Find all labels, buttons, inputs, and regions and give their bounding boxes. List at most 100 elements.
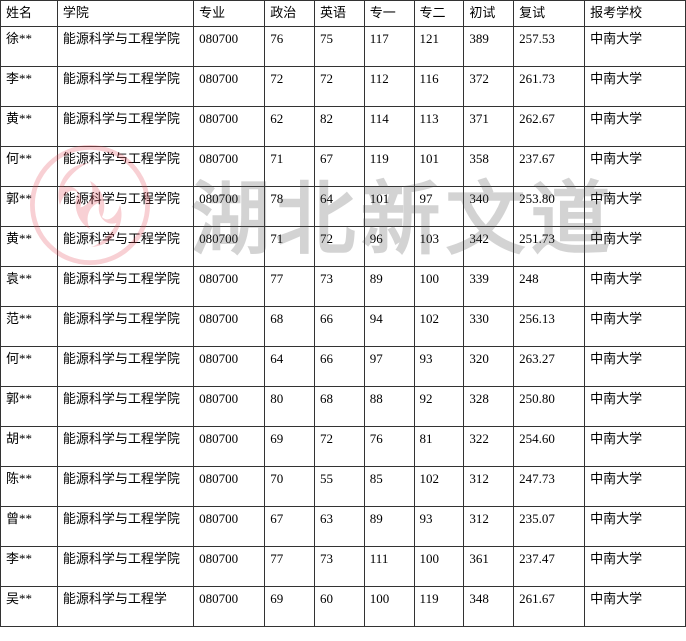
table-cell: 中南大学 [585,506,686,546]
table-cell: 68 [265,306,315,346]
table-cell: 76 [265,26,315,66]
table-cell: 78 [265,186,315,226]
table-cell: 261.67 [514,586,585,626]
header-cell: 专二 [414,1,464,27]
table-cell: 能源科学与工程学院 [57,386,193,426]
table-cell: 103 [414,226,464,266]
table-row: 曾**能源科学与工程学院08070067638993312235.07中南大学 [1,506,686,546]
table-cell: 348 [464,586,514,626]
table-cell: 320 [464,346,514,386]
table-cell: 徐** [1,26,58,66]
table-cell: 080700 [194,546,265,586]
table-cell: 340 [464,186,514,226]
table-cell: 89 [364,266,414,306]
table-cell: 361 [464,546,514,586]
table-cell: 116 [414,66,464,106]
table-cell: 248 [514,266,585,306]
table-cell: 66 [315,346,365,386]
table-cell: 中南大学 [585,586,686,626]
table-cell: 75 [315,26,365,66]
table-cell: 92 [414,386,464,426]
table-cell: 322 [464,426,514,466]
table-cell: 能源科学与工程学院 [57,66,193,106]
table-cell: 袁** [1,266,58,306]
table-cell: 85 [364,466,414,506]
table-cell: 080700 [194,386,265,426]
table-cell: 中南大学 [585,306,686,346]
table-cell: 曾** [1,506,58,546]
table-cell: 中南大学 [585,106,686,146]
table-row: 李**能源科学与工程学院0807007272112116372261.73中南大… [1,66,686,106]
table-cell: 中南大学 [585,466,686,506]
table-cell: 72 [315,426,365,466]
table-cell: 121 [414,26,464,66]
table-cell: 64 [315,186,365,226]
table-cell: 372 [464,66,514,106]
table-cell: 55 [315,466,365,506]
table-cell: 254.60 [514,426,585,466]
header-cell: 专业 [194,1,265,27]
table-cell: 黄** [1,226,58,266]
table-cell: 李** [1,546,58,586]
table-row: 袁**能源科学与工程学院080700777389100339248中南大学 [1,266,686,306]
table-cell: 080700 [194,146,265,186]
table-cell: 96 [364,226,414,266]
table-cell: 69 [265,426,315,466]
table-cell: 能源科学与工程学院 [57,26,193,66]
table-cell: 中南大学 [585,186,686,226]
table-cell: 中南大学 [585,426,686,466]
table-cell: 080700 [194,26,265,66]
table-cell: 中南大学 [585,546,686,586]
table-cell: 080700 [194,66,265,106]
table-cell: 70 [265,466,315,506]
table-cell: 93 [414,506,464,546]
table-cell: 237.67 [514,146,585,186]
table-cell: 97 [414,186,464,226]
table-cell: 080700 [194,226,265,266]
table-cell: 中南大学 [585,346,686,386]
table-cell: 263.27 [514,346,585,386]
table-cell: 080700 [194,306,265,346]
table-cell: 71 [265,226,315,266]
table-cell: 100 [414,546,464,586]
header-row: 姓名 学院 专业 政治 英语 专一 专二 初试 复试 报考学校 [1,1,686,27]
table-cell: 358 [464,146,514,186]
table-row: 黄**能源科学与工程学院0807006282114113371262.67中南大… [1,106,686,146]
table-cell: 范** [1,306,58,346]
table-cell: 247.73 [514,466,585,506]
score-table: 姓名 学院 专业 政治 英语 专一 专二 初试 复试 报考学校 徐**能源科学与… [0,0,686,627]
table-cell: 250.80 [514,386,585,426]
table-cell: 93 [414,346,464,386]
table-row: 何**能源科学与工程学院08070064669793320263.27中南大学 [1,346,686,386]
table-cell: 342 [464,226,514,266]
table-cell: 100 [414,266,464,306]
table-row: 郭**能源科学与工程学院080700786410197340253.80中南大学 [1,186,686,226]
table-cell: 112 [364,66,414,106]
table-row: 胡**能源科学与工程学院08070069727681322254.60中南大学 [1,426,686,466]
table-cell: 256.13 [514,306,585,346]
table-cell: 312 [464,466,514,506]
table-row: 黄**能源科学与工程学院080700717296103342251.73中南大学 [1,226,686,266]
table-cell: 119 [364,146,414,186]
table-cell: 能源科学与工程学院 [57,546,193,586]
table-cell: 吴** [1,586,58,626]
table-cell: 312 [464,506,514,546]
table-cell: 能源科学与工程学院 [57,306,193,346]
table-cell: 胡** [1,426,58,466]
table-cell: 102 [414,466,464,506]
table-cell: 100 [364,586,414,626]
table-cell: 67 [265,506,315,546]
header-cell: 初试 [464,1,514,27]
table-cell: 080700 [194,466,265,506]
table-row: 吴**能源科学与工程学0807006960100119348261.67中南大学 [1,586,686,626]
header-cell: 复试 [514,1,585,27]
table-row: 徐**能源科学与工程学院0807007675117121389257.53中南大… [1,26,686,66]
table-cell: 能源科学与工程学院 [57,186,193,226]
table-cell: 72 [315,226,365,266]
table-row: 范**能源科学与工程学院080700686694102330256.13中南大学 [1,306,686,346]
table-cell: 89 [364,506,414,546]
table-cell: 76 [364,426,414,466]
table-cell: 中南大学 [585,266,686,306]
table-cell: 71 [265,146,315,186]
table-row: 郭**能源科学与工程学院08070080688892328250.80中南大学 [1,386,686,426]
